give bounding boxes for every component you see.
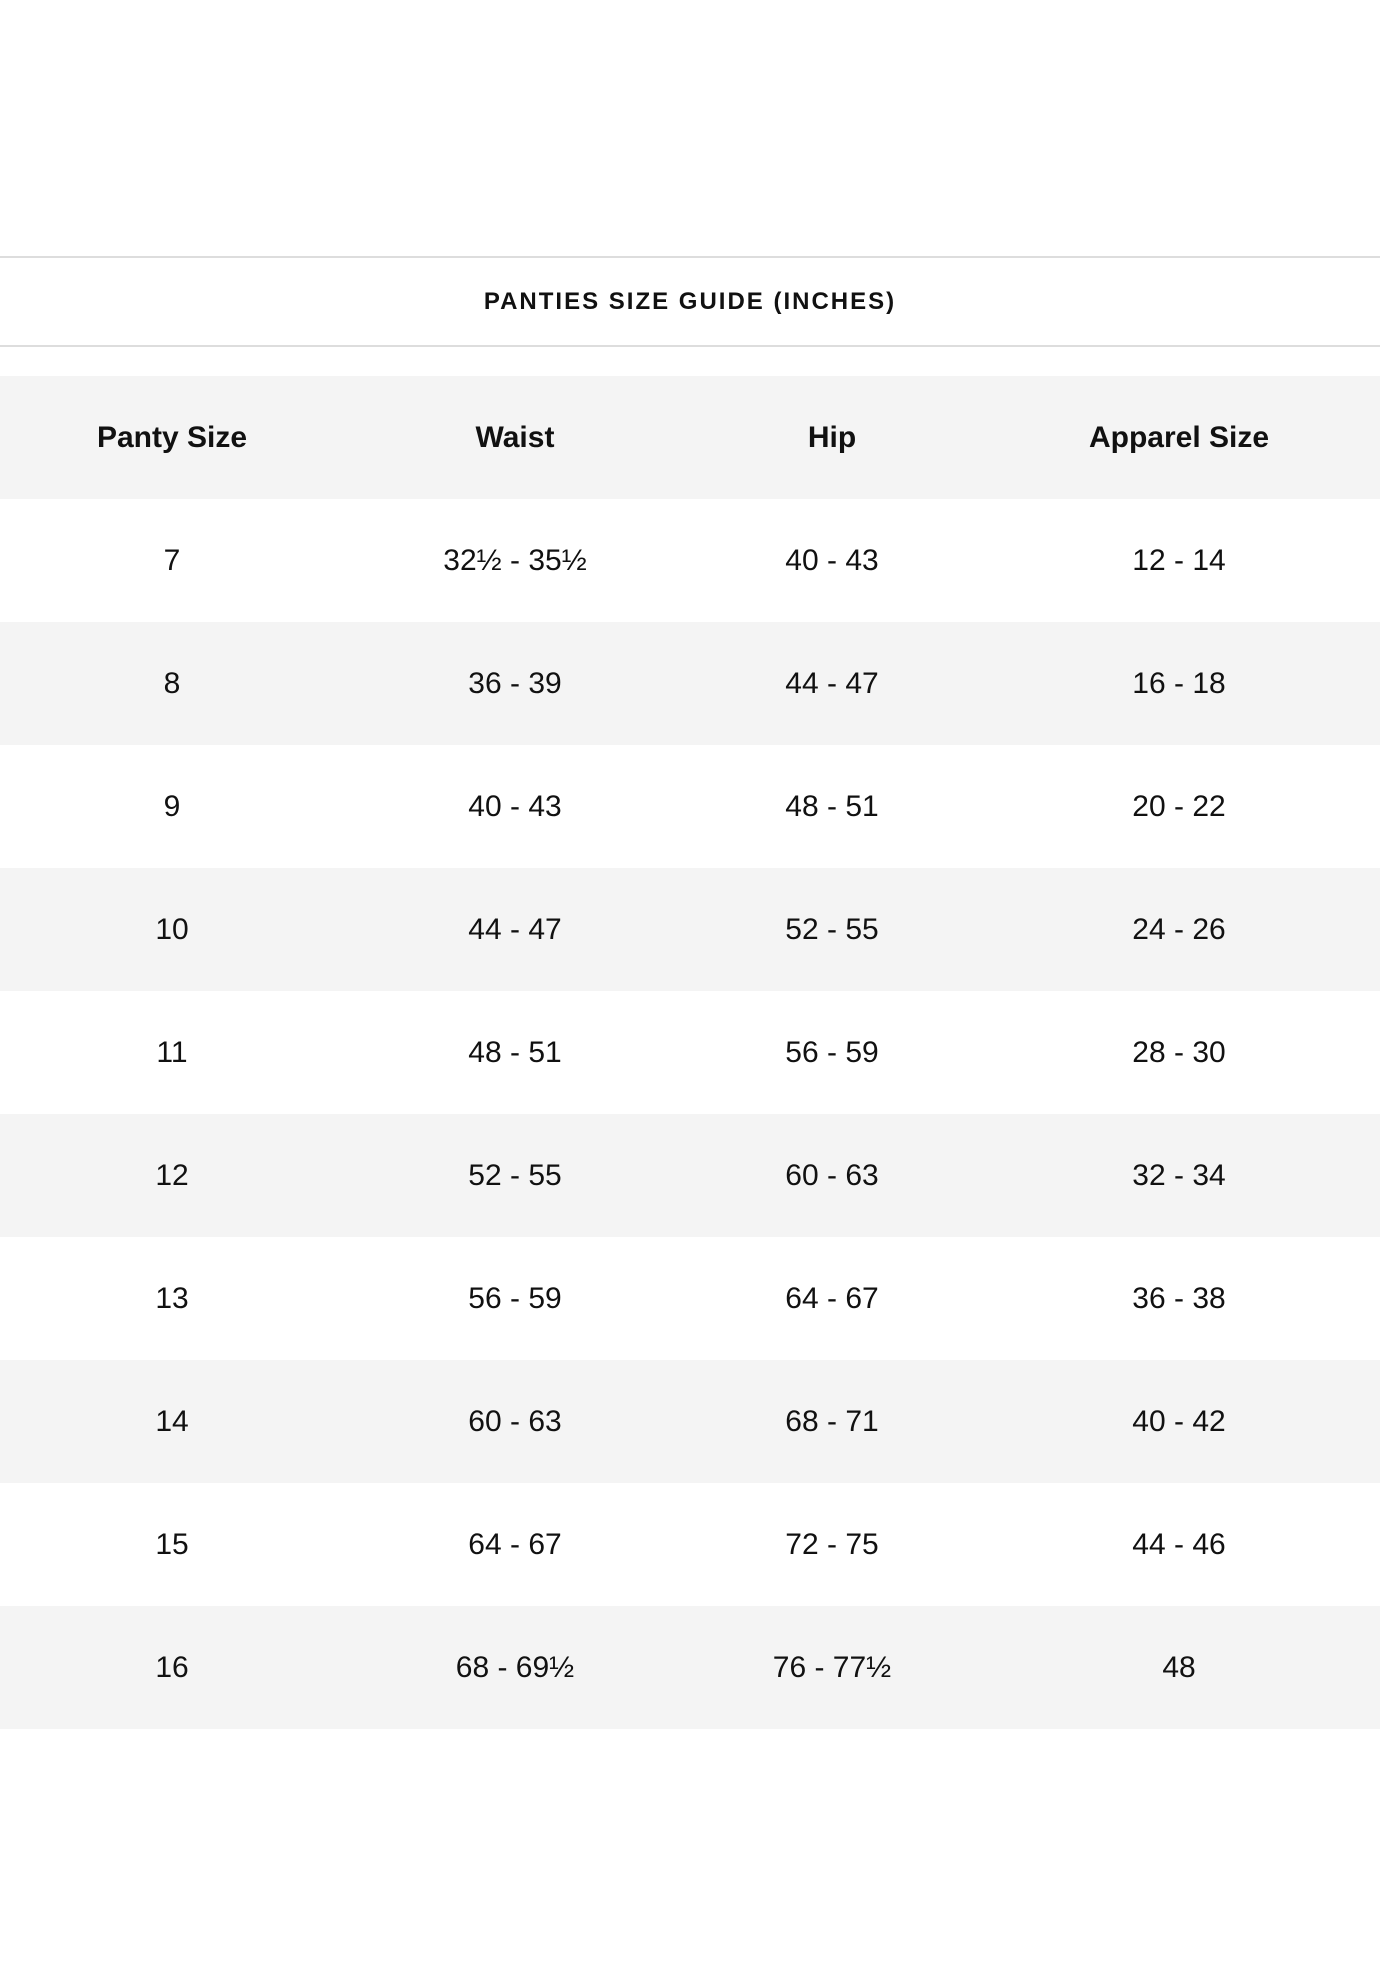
table-cell: 72 - 75 [785, 1527, 879, 1561]
column-header: Apparel Size [1088, 420, 1270, 454]
column-header: Waist [475, 420, 555, 454]
table-cell: 36 - 38 [1132, 1281, 1226, 1315]
table-cell: 24 - 26 [1132, 912, 1226, 946]
table-cell: 52 - 55 [468, 1158, 562, 1192]
table-row: 8 36 - 39 44 - 47 16 - 18 [0, 622, 1380, 745]
table-cell: 13 [155, 1281, 189, 1315]
column-header: Hip [807, 420, 857, 454]
table-row: 13 56 - 59 64 - 67 36 - 38 [0, 1237, 1380, 1360]
table-cell: 60 - 63 [785, 1158, 879, 1192]
table-cell: 44 - 47 [468, 912, 562, 946]
table-cell: 76 - 77½ [772, 1650, 892, 1684]
table-cell: 56 - 59 [785, 1035, 879, 1069]
table-cell: 14 [155, 1404, 189, 1438]
table-cell: 11 [156, 1035, 188, 1069]
table-cell: 9 [163, 789, 181, 823]
table-cell: 44 - 46 [1132, 1527, 1226, 1561]
table-row: 12 52 - 55 60 - 63 32 - 34 [0, 1114, 1380, 1237]
table-cell: 8 [163, 666, 181, 700]
table-row: 16 68 - 69½ 76 - 77½ 48 [0, 1606, 1380, 1729]
table-row: 11 48 - 51 56 - 59 28 - 30 [0, 991, 1380, 1114]
table-cell: 20 - 22 [1132, 789, 1226, 823]
table-header-row: Panty Size Waist Hip Apparel Size [0, 376, 1380, 499]
table-cell: 12 [155, 1158, 189, 1192]
table-cell: 12 - 14 [1132, 543, 1226, 577]
page-title: PANTIES SIZE GUIDE (INCHES) [483, 287, 897, 315]
table-cell: 32 - 34 [1132, 1158, 1226, 1192]
table-row: 15 64 - 67 72 - 75 44 - 46 [0, 1483, 1380, 1606]
table-cell: 40 - 42 [1132, 1404, 1226, 1438]
table-row: 10 44 - 47 52 - 55 24 - 26 [0, 868, 1380, 991]
table-cell: 44 - 47 [785, 666, 879, 700]
size-guide-table: Panty Size Waist Hip Apparel Size 7 32½ -… [0, 376, 1380, 1729]
table-cell: 64 - 67 [785, 1281, 879, 1315]
table-cell: 68 - 69½ [455, 1650, 575, 1684]
table-row: 14 60 - 63 68 - 71 40 - 42 [0, 1360, 1380, 1483]
title-band: PANTIES SIZE GUIDE (INCHES) [0, 256, 1380, 347]
table-cell: 48 - 51 [468, 1035, 562, 1069]
column-header: Panty Size [96, 420, 248, 454]
table-cell: 36 - 39 [468, 666, 562, 700]
table-cell: 16 [155, 1650, 189, 1684]
table-cell: 56 - 59 [468, 1281, 562, 1315]
table-cell: 28 - 30 [1132, 1035, 1226, 1069]
table-cell: 40 - 43 [785, 543, 879, 577]
table-cell: 48 [1162, 1650, 1196, 1684]
table-cell: 15 [155, 1527, 189, 1561]
table-cell: 40 - 43 [468, 789, 562, 823]
table-row: 9 40 - 43 48 - 51 20 - 22 [0, 745, 1380, 868]
table-cell: 48 - 51 [785, 789, 879, 823]
table-cell: 64 - 67 [468, 1527, 562, 1561]
table-cell: 52 - 55 [785, 912, 879, 946]
table-cell: 60 - 63 [468, 1404, 562, 1438]
table-cell: 16 - 18 [1132, 666, 1226, 700]
table-cell: 68 - 71 [785, 1404, 879, 1438]
table-cell: 10 [155, 912, 189, 946]
table-cell: 32½ - 35½ [443, 543, 587, 577]
table-cell: 7 [163, 543, 181, 577]
table-row: 7 32½ - 35½ 40 - 43 12 - 14 [0, 499, 1380, 622]
